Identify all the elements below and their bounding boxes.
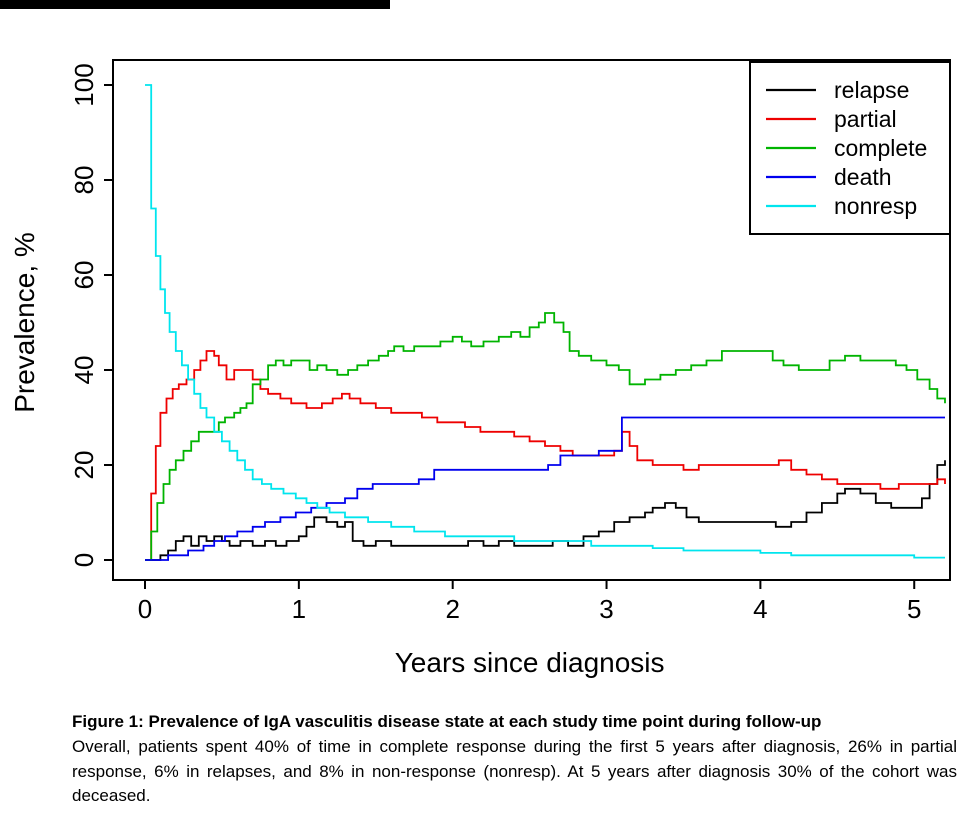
y-tick-label: 20 xyxy=(69,451,99,480)
series-line-partial xyxy=(145,350,946,561)
figure-chart: 0 1 2 3 4 5 0 20 40 60 80 100 Years since diagnosis P… xyxy=(9,59,951,678)
legend-label-nonresp: nonresp xyxy=(834,193,917,219)
x-tick-label: 4 xyxy=(753,594,767,624)
series-line-relapse xyxy=(145,460,946,561)
legend-label-death: death xyxy=(834,164,892,190)
x-tick-label: 5 xyxy=(907,594,921,624)
series-line-death xyxy=(145,416,945,561)
y-tick-label: 60 xyxy=(69,261,99,290)
legend-label-relapse: relapse xyxy=(834,77,909,103)
y-axis-title: Prevalence, % xyxy=(9,232,40,413)
caption-body: Overall, patients spent 40% of time in c… xyxy=(72,736,957,806)
y-tick-label: 40 xyxy=(69,356,99,385)
caption-title: Figure 1: Prevalence of IgA vasculitis d… xyxy=(72,712,822,731)
y-tick-label: 0 xyxy=(69,553,99,567)
top-edge-bar xyxy=(0,0,390,9)
x-tick-label: 0 xyxy=(138,594,152,624)
figure-caption: Figure 1: Prevalence of IgA vasculitis d… xyxy=(0,702,975,809)
series-line-complete xyxy=(145,312,946,561)
series-line-nonresp xyxy=(145,84,945,559)
legend-label-partial: partial xyxy=(834,106,897,132)
legend-label-complete: complete xyxy=(834,135,927,161)
y-tick-label: 80 xyxy=(69,166,99,195)
legend: relapse partial complete death nonresp xyxy=(749,61,951,235)
y-tick-label: 100 xyxy=(69,63,99,106)
x-tick-label: 3 xyxy=(599,594,613,624)
x-tick-label: 1 xyxy=(292,594,306,624)
x-axis-title: Years since diagnosis xyxy=(395,647,665,678)
x-tick-label: 2 xyxy=(445,594,459,624)
plot-border xyxy=(112,59,951,581)
chart-svg: 0 1 2 3 4 5 0 20 40 60 80 100 Years since diagnosis P… xyxy=(9,59,951,678)
